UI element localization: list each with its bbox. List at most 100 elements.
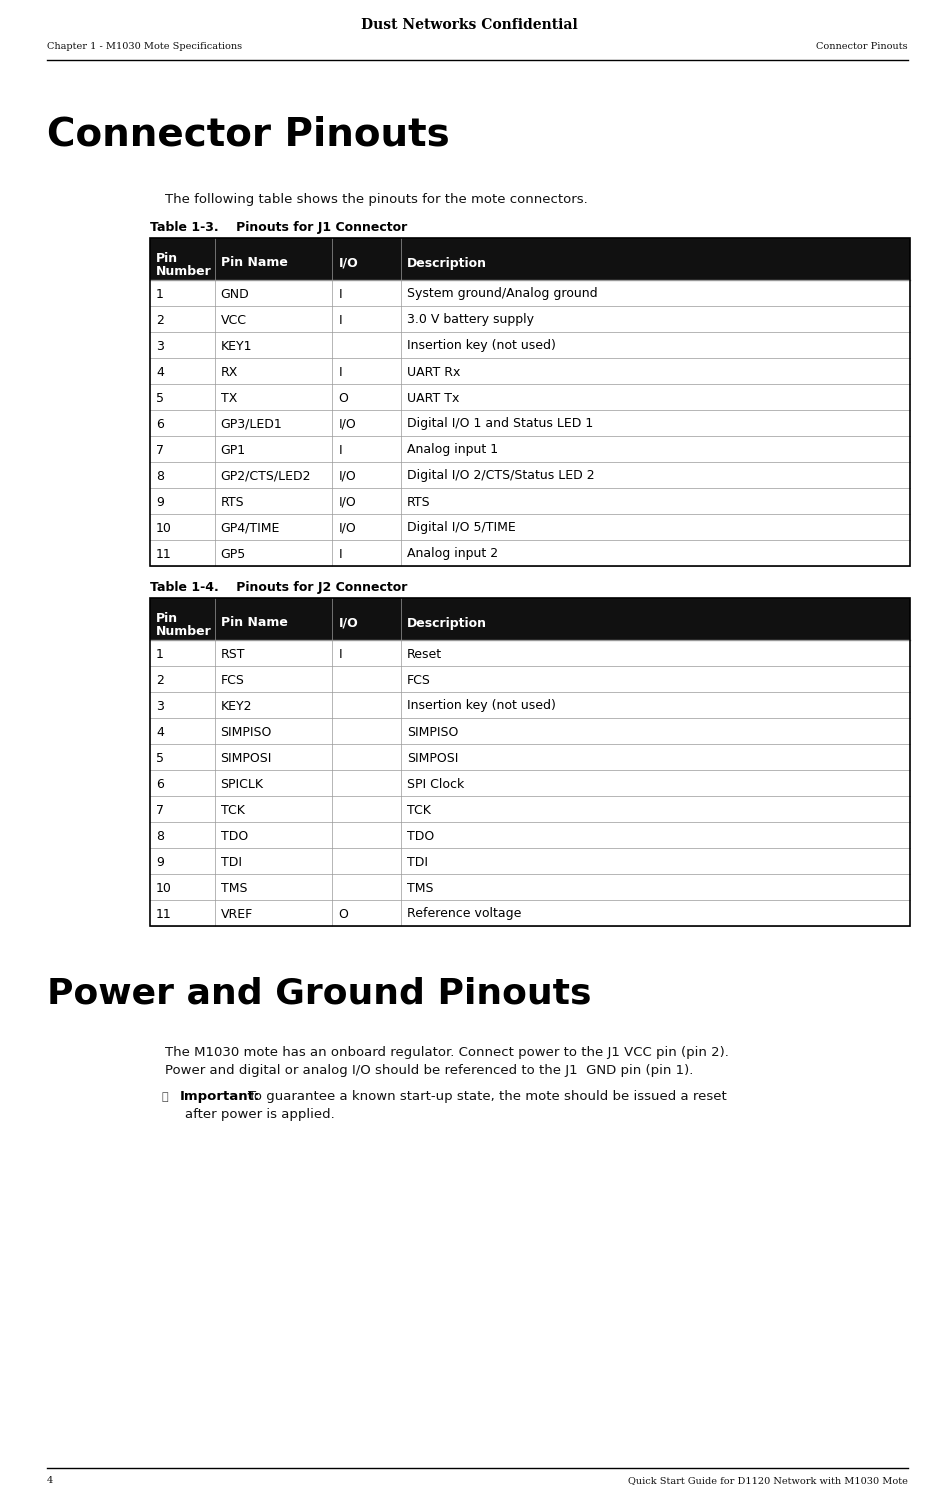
Text: Reference voltage: Reference voltage: [407, 908, 522, 921]
Text: 5: 5: [156, 752, 164, 765]
Text: I: I: [339, 648, 342, 660]
Text: after power is applied.: after power is applied.: [185, 1108, 335, 1120]
Bar: [150, 238, 910, 566]
Text: 7: 7: [156, 444, 164, 456]
Text: 4: 4: [47, 1476, 53, 1485]
Text: I: I: [339, 548, 342, 561]
Text: 4: 4: [156, 726, 164, 738]
Text: .: .: [165, 214, 169, 228]
Text: Dust Networks Confidential: Dust Networks Confidential: [360, 18, 578, 32]
Text: Power and digital or analog I/O should be referenced to the J1  GND pin (pin 1).: Power and digital or analog I/O should b…: [165, 1064, 693, 1077]
Text: I: I: [339, 444, 342, 456]
Text: SIMPISO: SIMPISO: [407, 726, 458, 738]
Text: VREF: VREF: [220, 908, 253, 921]
Text: GND: GND: [220, 288, 250, 300]
Text: Important:: Important:: [180, 1090, 260, 1102]
Bar: [150, 718, 910, 744]
Bar: [150, 462, 910, 488]
Text: I/O: I/O: [339, 417, 356, 430]
Text: FCS: FCS: [220, 674, 245, 687]
Text: RTS: RTS: [407, 495, 431, 508]
Text: I/O: I/O: [339, 470, 356, 483]
Text: Digital I/O 1 and Status LED 1: Digital I/O 1 and Status LED 1: [407, 417, 593, 430]
Bar: [150, 488, 910, 514]
Text: I: I: [339, 288, 342, 300]
Text: UART Tx: UART Tx: [407, 392, 460, 405]
Bar: [150, 598, 910, 640]
Text: 8: 8: [156, 470, 164, 483]
Text: TX: TX: [220, 392, 237, 405]
Text: Power and Ground Pinouts: Power and Ground Pinouts: [47, 976, 592, 1010]
Text: Analog input 2: Analog input 2: [407, 548, 498, 561]
Text: RST: RST: [220, 648, 245, 660]
Text: FCS: FCS: [407, 674, 431, 687]
Bar: [150, 410, 910, 436]
Text: Analog input 1: Analog input 1: [407, 444, 498, 456]
Text: TDI: TDI: [407, 855, 428, 868]
Text: I: I: [339, 314, 342, 327]
Text: Table 1-3.    Pinouts for J1 Connector: Table 1-3. Pinouts for J1 Connector: [150, 220, 407, 234]
Text: 3.0 V battery supply: 3.0 V battery supply: [407, 314, 534, 327]
Text: UART Rx: UART Rx: [407, 366, 461, 378]
Text: Number: Number: [156, 626, 212, 638]
Text: I/O: I/O: [339, 522, 356, 534]
Text: To guarantee a known start-up state, the mote should be issued a reset: To guarantee a known start-up state, the…: [248, 1090, 727, 1102]
Text: Connector Pinouts: Connector Pinouts: [816, 42, 908, 51]
Bar: [150, 514, 910, 540]
Text: SIMPISO: SIMPISO: [220, 726, 272, 738]
Text: GP2/CTS/LED2: GP2/CTS/LED2: [220, 470, 311, 483]
Text: GP5: GP5: [220, 548, 246, 561]
Text: I: I: [339, 366, 342, 378]
Bar: [150, 847, 910, 874]
Text: Insertion key (not used): Insertion key (not used): [407, 699, 555, 712]
Text: TDO: TDO: [220, 830, 248, 843]
Text: 6: 6: [156, 777, 164, 790]
Text: System ground/Analog ground: System ground/Analog ground: [407, 288, 598, 300]
Text: Chapter 1 - M1030 Mote Specifications: Chapter 1 - M1030 Mote Specifications: [47, 42, 242, 51]
Text: TDI: TDI: [220, 855, 242, 868]
Text: 8: 8: [156, 830, 164, 843]
Text: 11: 11: [156, 548, 172, 561]
Text: Number: Number: [156, 266, 212, 278]
Text: 9: 9: [156, 855, 164, 868]
Text: 5: 5: [156, 392, 164, 405]
Text: 1: 1: [156, 648, 164, 660]
Text: SIMPOSI: SIMPOSI: [407, 752, 458, 765]
Text: Pin Name: Pin Name: [220, 256, 287, 270]
Bar: [150, 666, 910, 692]
Bar: [150, 358, 910, 384]
Text: KEY2: KEY2: [220, 699, 252, 712]
Bar: [150, 306, 910, 332]
Text: 7: 7: [156, 804, 164, 816]
Text: 10: 10: [156, 882, 172, 894]
Text: SIMPOSI: SIMPOSI: [220, 752, 272, 765]
Text: Reset: Reset: [407, 648, 442, 660]
Text: O: O: [339, 908, 348, 921]
Text: 6: 6: [156, 417, 164, 430]
Text: 11: 11: [156, 908, 172, 921]
Bar: [150, 770, 910, 796]
Text: 3: 3: [156, 699, 164, 712]
Text: 10: 10: [156, 522, 172, 534]
Text: TCK: TCK: [220, 804, 245, 816]
Text: I/O: I/O: [339, 495, 356, 508]
Text: RX: RX: [220, 366, 238, 378]
Text: Table 1-4.    Pinouts for J2 Connector: Table 1-4. Pinouts for J2 Connector: [150, 580, 407, 594]
Text: 9: 9: [156, 495, 164, 508]
Bar: [150, 384, 910, 410]
Text: TCK: TCK: [407, 804, 431, 816]
Bar: [150, 598, 910, 926]
Text: 4: 4: [156, 366, 164, 378]
Bar: [150, 280, 910, 306]
Text: TDO: TDO: [407, 830, 434, 843]
Text: 📋: 📋: [162, 1092, 169, 1102]
Text: The M1030 mote has an onboard regulator. Connect power to the J1 VCC pin (pin 2): The M1030 mote has an onboard regulator.…: [165, 1046, 729, 1059]
Bar: [150, 900, 910, 926]
Bar: [150, 822, 910, 848]
Bar: [150, 238, 910, 280]
Bar: [150, 540, 910, 566]
Text: 1: 1: [156, 288, 164, 300]
Text: Pin: Pin: [156, 612, 178, 626]
Text: GP3/LED1: GP3/LED1: [220, 417, 282, 430]
Text: VCC: VCC: [220, 314, 247, 327]
